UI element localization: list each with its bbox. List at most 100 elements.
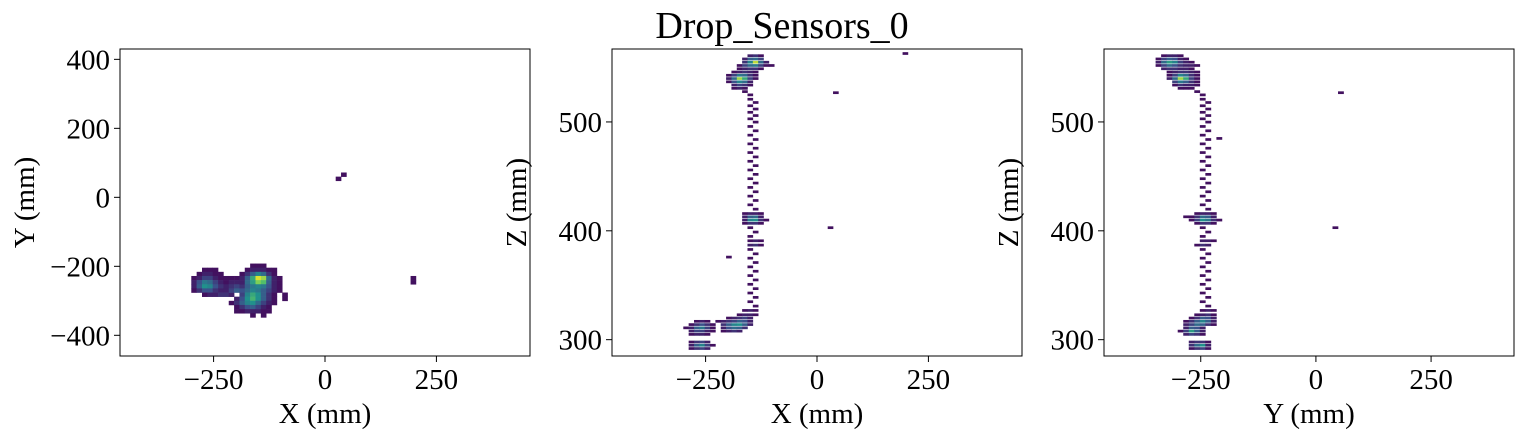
heatmap-cell [1199, 309, 1206, 312]
heatmap-cell [1205, 243, 1212, 247]
heatmap-cell [1194, 340, 1201, 344]
heatmap-cell [758, 54, 764, 58]
heatmap-cell [704, 323, 711, 326]
heatmap-cell [758, 221, 764, 225]
heatmap-cell [1205, 287, 1212, 291]
heatmap-cell [239, 280, 246, 285]
heatmap-cell [763, 218, 770, 222]
heatmap-cell [752, 77, 759, 80]
heatmap-cell [742, 319, 748, 323]
heatmap-cell [1183, 70, 1190, 74]
heatmap-cell [736, 73, 743, 77]
heatmap-cell [747, 256, 754, 260]
heatmap-cell [747, 309, 754, 312]
heatmap-cell [1205, 343, 1212, 347]
heatmap-cell [699, 347, 705, 350]
heatmap-cell [255, 275, 262, 281]
heatmap-cell [1199, 248, 1206, 251]
heatmap-cell [1194, 64, 1201, 67]
heatmap-cell [747, 300, 754, 304]
heatmap-cell [752, 73, 759, 77]
heatmap-cell [266, 271, 272, 277]
heatmap-cell [1155, 57, 1162, 61]
heatmap-cell [704, 319, 711, 323]
heatmap-cell [255, 309, 262, 314]
heatmap-cell [191, 284, 197, 289]
axes-frame [119, 48, 531, 357]
heatmap-cell [742, 67, 748, 71]
figure-title: Drop_Sensors_0 [655, 5, 908, 47]
heatmap-cell [1205, 146, 1212, 150]
heatmap-cell [1161, 67, 1167, 71]
heatmap-cell [752, 278, 759, 282]
heatmap-cell [1172, 73, 1179, 77]
x-axis-label: Y (mm) [1263, 398, 1355, 430]
heatmap-cell [720, 319, 727, 323]
heatmap-cell [218, 284, 224, 289]
heatmap-cell [271, 292, 278, 297]
heatmap-cell [244, 280, 251, 285]
heatmap-cell [726, 255, 732, 259]
heatmap-cell [250, 292, 256, 297]
heatmap-cell [1194, 313, 1201, 317]
heatmap-cell [1194, 326, 1201, 330]
heatmap-cell [699, 340, 705, 344]
heatmap-cell [1194, 221, 1201, 225]
heatmap-cell [202, 271, 208, 277]
heatmap-cell [255, 292, 262, 297]
heatmap-cell [752, 70, 759, 74]
heatmap-cell [255, 280, 262, 285]
heatmap-cell [747, 265, 754, 269]
heatmap-cell [1205, 252, 1212, 256]
heatmap-cell [1183, 67, 1190, 71]
heatmap-cell [747, 83, 754, 87]
heatmap-cell [704, 347, 711, 350]
heatmap-cell [758, 239, 764, 243]
heatmap-cell [1199, 159, 1206, 163]
heatmap-cell [260, 284, 267, 289]
heatmap-cell [1188, 67, 1195, 71]
heatmap-cell [752, 199, 759, 202]
heatmap-cell [266, 275, 272, 281]
heatmap-cell [1205, 212, 1212, 215]
heatmap-cell [260, 280, 267, 285]
heatmap-cell [1183, 323, 1190, 326]
heatmap-cell [742, 83, 748, 87]
heatmap-cell [688, 329, 695, 333]
heatmap-cell [1199, 274, 1206, 277]
heatmap-cell [747, 142, 754, 146]
heatmap-cell [726, 77, 732, 80]
heatmap-cell [212, 267, 219, 273]
heatmap-cell [747, 54, 754, 58]
heatmap-cell [1172, 64, 1179, 67]
heatmap-cell [736, 329, 743, 333]
heatmap-cell [244, 296, 251, 302]
heatmap-cell [752, 67, 759, 71]
heatmap-cell [196, 284, 203, 289]
heatmap-cell [239, 284, 246, 289]
heatmap-cell [266, 284, 272, 289]
heatmap-cell [768, 64, 775, 67]
heatmap-cell [1172, 67, 1179, 71]
heatmap-cell [731, 319, 738, 323]
yz-heatmap-panel: −250 0 250 500 400 300 Y (mm) Z (mm) [993, 48, 1515, 430]
heatmap-cell [1188, 77, 1195, 80]
heatmap-cell [747, 125, 754, 128]
heatmap-cell [726, 80, 732, 84]
heatmap-cell [1161, 60, 1167, 64]
heatmap-cell [1177, 77, 1184, 80]
heatmap-cell [1177, 329, 1184, 333]
heatmap-cell [1199, 340, 1206, 344]
heatmap-cell [747, 93, 754, 97]
heatmap-cell [1205, 239, 1212, 243]
heatmap-cell [250, 267, 256, 273]
heatmap-cell [234, 300, 240, 306]
heatmap-cell [1199, 316, 1206, 320]
heatmap-cell [260, 296, 267, 302]
heatmap-cell [747, 218, 754, 222]
heatmap-cell [260, 292, 267, 297]
heatmap-cell [752, 287, 759, 291]
heatmap-cell [1199, 226, 1206, 230]
heatmap-cell [1199, 235, 1206, 238]
